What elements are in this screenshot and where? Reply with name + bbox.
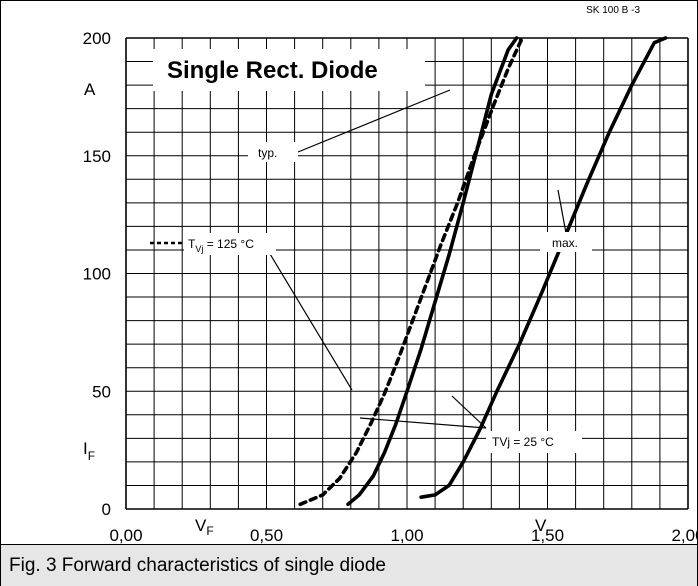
y-tick-label: 50 [92,382,111,401]
y-axis-name: IF [83,439,95,463]
x-tick-label: 0,50 [250,526,283,545]
leader-line [269,253,353,391]
corner-code: SK 100 B -3 [586,5,640,16]
series-line-0 [298,36,525,507]
y-tick-label: 100 [83,265,111,284]
x-unit-label: V [535,516,547,535]
chart-annotations: typ. max. TVj = 125 °C TVj = 25 °C [150,89,592,453]
x-tick-label: 1,50 [531,526,564,545]
leader-line [297,89,451,153]
max-annotation: max. [552,236,578,250]
x-tick-label: 2,00 [671,526,698,545]
leader-line [557,189,567,234]
leader-line [451,395,487,429]
t125-annotation: TVj = 125 °C [188,237,254,254]
t25-annotation: TVj = 25 °C [492,435,554,449]
y-tick-label: 150 [83,147,111,166]
y-tick-label: 0 [102,500,111,519]
series-line-2 [419,36,668,500]
annotation-box [248,142,298,162]
chart-tick-labels: 0,00 0,50 1,00 1,50 2,00 0 50 100 150 200 [83,29,698,545]
chart-series [298,36,668,507]
x-tick-label: 1,00 [390,526,423,545]
x-axis-name: VF [195,516,214,538]
x-tick-label: 0,00 [109,526,142,545]
series-line-1 [346,36,519,507]
y-tick-label: 200 [83,29,111,48]
annotation-box [486,431,582,453]
title-box [153,49,425,91]
caption-bar: Fig. 3 Forward characteristics of single… [1,544,697,586]
chart-title: Single Rect. Diode [167,57,378,84]
leader-line [359,417,487,429]
figure-caption: Fig. 3 Forward characteristics of single… [9,555,386,576]
annotation-box [540,232,592,252]
y-unit-label: A [84,80,96,99]
chart-grid [125,37,689,510]
annotation-box [184,233,276,255]
typ-annotation: typ. [258,146,277,160]
